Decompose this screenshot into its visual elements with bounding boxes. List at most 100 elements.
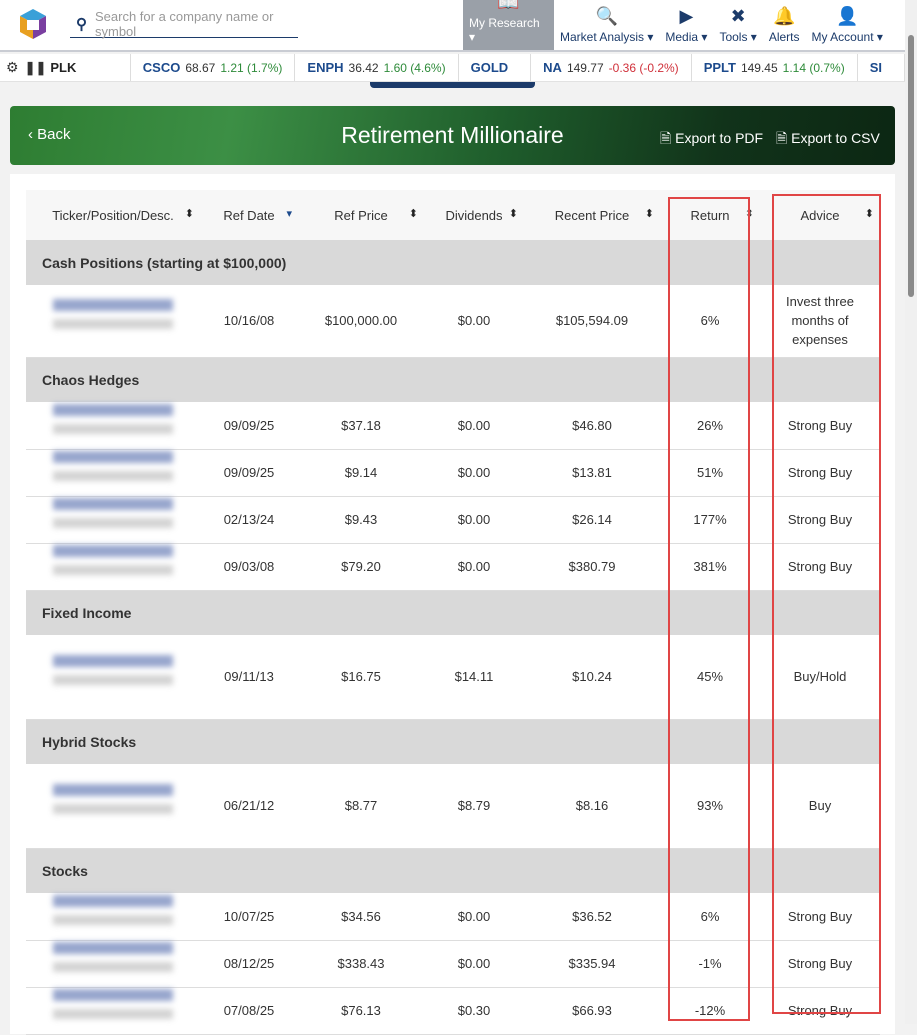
return-cell: -1% — [660, 940, 760, 988]
ticker-item[interactable]: ENPH 36.42 1.60 (4.6%) — [295, 54, 459, 81]
ref-date-cell: 10/16/08 — [200, 285, 298, 358]
dividends-cell: $0.00 — [424, 940, 524, 988]
table-row[interactable]: 09/11/13 $16.75 $14.11 $10.24 45% Buy/Hold — [26, 635, 880, 720]
column-header[interactable]: Advice ⬍ — [760, 190, 880, 240]
ref-price-cell: $9.14 — [298, 449, 424, 497]
chart-search-icon: 🔍 — [595, 6, 618, 26]
recent-price-cell: $66.93 — [524, 987, 660, 1035]
sort-icon[interactable]: ⬍ — [184, 208, 194, 220]
table-row[interactable]: 07/08/25 $76.13 $0.30 $66.93 -12% Strong Buy — [26, 987, 880, 1035]
nav-book[interactable]: 📖 My Research ▾ — [463, 0, 554, 50]
advice-cell: Strong Buy — [760, 402, 880, 450]
nav-tools[interactable]: ✖ Tools ▾ — [713, 0, 762, 50]
nav-user[interactable]: 👤 My Account ▾ — [806, 0, 889, 50]
table-row[interactable]: 02/13/24 $9.43 $0.00 $26.14 177% Strong Buy — [26, 496, 880, 544]
table-row[interactable]: 09/09/25 $37.18 $0.00 $46.80 26% Strong Buy — [26, 402, 880, 450]
ticker-symbol: SI — [869, 60, 882, 75]
advice-cell: Strong Buy — [760, 987, 880, 1035]
ref-price-cell: $8.77 — [298, 764, 424, 849]
recent-price-cell: $46.80 — [524, 402, 660, 450]
sort-icon[interactable]: ⬍ — [644, 208, 654, 220]
ticker-item[interactable]: NA 149.77 -0.36 (-0.2%) — [531, 54, 692, 81]
advice-cell: Buy — [760, 764, 880, 849]
ticker-item[interactable]: CSCO 68.67 1.21 (1.7%) — [131, 54, 296, 81]
sort-icon[interactable]: ⬍ — [508, 208, 518, 220]
nav-bell[interactable]: 🔔 Alerts — [763, 0, 806, 50]
logo-icon[interactable] — [18, 8, 48, 40]
ref-date-cell: 02/13/24 — [200, 496, 298, 544]
ref-price-cell: $76.13 — [298, 987, 424, 1035]
advice-cell: Buy/Hold — [760, 635, 880, 720]
export-pdf-button[interactable]: 🗎 Export to PDF — [660, 130, 764, 146]
recent-price-cell: $13.81 — [524, 449, 660, 497]
return-cell: 6% — [660, 893, 760, 941]
stock-ticker: ⚙ ❚❚ PLK CSCO 68.67 1.21 (1.7%) ENPH 36.42 1.6… — [0, 54, 905, 82]
ticker-symbol: PPLT — [703, 60, 736, 75]
book-icon: 📖 — [497, 0, 520, 12]
ref-date-cell: 09/11/13 — [200, 635, 298, 720]
search-icon: ⚲ — [76, 15, 87, 33]
ticker-item[interactable]: PPLT 149.45 1.14 (0.7%) — [692, 54, 858, 81]
nav-label: My Research ▾ — [469, 16, 540, 44]
ticker-cell-redacted — [26, 543, 200, 591]
sort-icon[interactable]: ⬍ — [408, 208, 418, 220]
column-header[interactable]: Return ⬍ — [660, 190, 760, 240]
return-cell: 26% — [660, 402, 760, 450]
recent-price-cell: $8.16 — [524, 764, 660, 849]
table-row[interactable]: 09/03/08 $79.20 $0.00 $380.79 381% Strong Buy — [26, 543, 880, 591]
group-title: Stocks — [26, 848, 880, 893]
table-row[interactable]: 10/07/25 $34.56 $0.00 $36.52 6% Strong Buy — [26, 893, 880, 941]
sort-desc-icon[interactable]: ▾ — [286, 208, 292, 220]
ticker-price: 36.42 — [348, 60, 379, 75]
table-row[interactable]: 08/12/25 $338.43 $0.00 $335.94 -1% Strong Buy — [26, 940, 880, 988]
ticker-cell-redacted — [26, 893, 200, 941]
ref-price-cell: $100,000.00 — [298, 285, 424, 358]
nav-label: Media ▾ — [665, 30, 708, 44]
column-header[interactable]: Dividends ⬍ — [424, 190, 524, 240]
nav-play[interactable]: ▶ Media ▾ — [659, 0, 713, 50]
dividends-cell: $0.00 — [424, 285, 524, 358]
ticker-item[interactable]: PLK — [48, 54, 131, 81]
group-title: Hybrid Stocks — [26, 719, 880, 764]
ticker-symbol: GOLD — [470, 60, 509, 75]
group-title: Chaos Hedges — [26, 357, 880, 402]
export-csv-button[interactable]: 🗎 Export to CSV — [776, 130, 880, 146]
ticker-price: 149.77 — [566, 60, 604, 75]
table-row[interactable]: 09/09/25 $9.14 $0.00 $13.81 51% Strong Buy — [26, 449, 880, 497]
ticker-cell-redacted — [26, 987, 200, 1035]
dividends-cell: $0.00 — [424, 449, 524, 497]
ticker-price: 68.67 — [185, 60, 216, 75]
nav-label: Tools ▾ — [719, 30, 757, 44]
ticker-symbol: NA — [543, 60, 562, 75]
sort-icon[interactable]: ⬍ — [744, 208, 754, 220]
column-header[interactable]: Recent Price ⬍ — [524, 190, 660, 240]
column-header[interactable]: Ref Date ▾ — [200, 190, 298, 240]
column-header[interactable]: Ticker/Position/Desc. ⬍ — [26, 190, 200, 240]
table-row[interactable]: 06/21/12 $8.77 $8.79 $8.16 93% Buy — [26, 764, 880, 849]
ticker-item[interactable]: GOLD — [459, 54, 532, 81]
top-nav-bar: ⚲ Search for a company name or symbol 📖 My… — [0, 0, 905, 52]
settings-icon[interactable]: ⚙ — [6, 59, 19, 75]
back-button[interactable]: ‹ Back — [28, 126, 71, 143]
search-input[interactable]: ⚲ Search for a company name or symbol — [70, 9, 298, 39]
table-row[interactable]: 10/16/08 $100,000.00 $0.00 $105,594.09 6% Inv… — [26, 285, 880, 358]
pause-icon[interactable]: ❚❚ — [24, 59, 47, 75]
ticker-cell-redacted — [26, 764, 200, 849]
scrollbar-thumb[interactable] — [908, 35, 914, 297]
return-cell: 93% — [660, 764, 760, 849]
return-cell: 51% — [660, 449, 760, 497]
ticker-item[interactable]: SI — [858, 54, 905, 81]
ref-price-cell: $37.18 — [298, 402, 424, 450]
sort-icon[interactable]: ⬍ — [864, 208, 874, 220]
ref-date-cell: 09/03/08 — [200, 543, 298, 591]
return-cell: -12% — [660, 987, 760, 1035]
user-icon: 👤 — [835, 6, 859, 26]
advice-cell: Strong Buy — [760, 940, 880, 988]
group-title: Cash Positions (starting at $100,000) — [26, 240, 880, 285]
scrollbar[interactable] — [905, 0, 917, 1024]
ref-date-cell: 09/09/25 — [200, 402, 298, 450]
ref-price-cell: $16.75 — [298, 635, 424, 720]
column-header[interactable]: Ref Price ⬍ — [298, 190, 424, 240]
dividends-cell: $0.00 — [424, 402, 524, 450]
nav-chart-search[interactable]: 🔍 Market Analysis ▾ — [554, 0, 659, 50]
